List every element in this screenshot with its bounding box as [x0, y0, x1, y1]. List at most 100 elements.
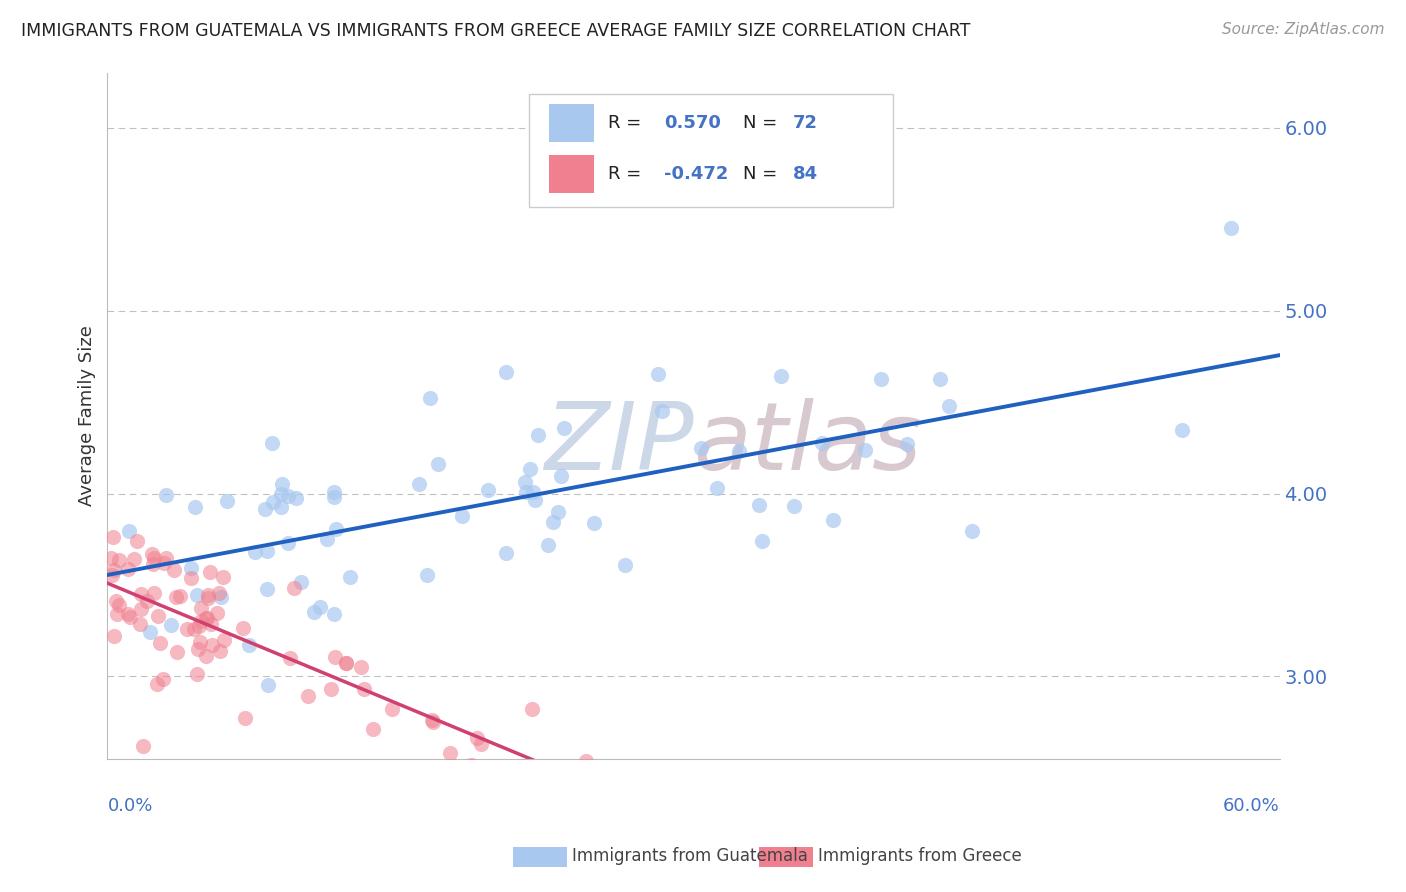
Point [165, 590, 187, 604]
FancyBboxPatch shape [530, 94, 893, 207]
Point [163, 563, 186, 577]
Point [198, 565, 221, 579]
Point [108, 553, 131, 567]
Point [129, 602, 152, 616]
Point [233, 711, 256, 725]
Point [575, 806, 598, 821]
Point [823, 513, 845, 527]
Point [335, 656, 357, 670]
Point [129, 587, 152, 601]
Point [470, 737, 492, 751]
Point [139, 624, 162, 639]
Point [149, 636, 172, 650]
Point [143, 586, 166, 600]
Point [323, 607, 346, 622]
Point [614, 558, 637, 573]
Point [107, 598, 129, 612]
Point [460, 758, 482, 772]
Point [350, 660, 373, 674]
Point [728, 443, 751, 458]
Point [283, 582, 305, 596]
Point [515, 475, 537, 490]
Point [810, 435, 832, 450]
Point [105, 607, 128, 621]
Point [477, 483, 499, 497]
Point [673, 790, 696, 805]
Point [322, 490, 344, 504]
Point [690, 441, 713, 455]
Point [256, 582, 278, 597]
Point [153, 557, 176, 571]
Text: ZIP: ZIP [544, 398, 693, 489]
Point [253, 501, 276, 516]
Point [194, 611, 217, 625]
Text: 0.0%: 0.0% [107, 797, 153, 814]
Point [180, 570, 202, 584]
Point [610, 772, 633, 786]
Point [160, 618, 183, 632]
Point [142, 551, 165, 566]
Point [186, 588, 208, 602]
Point [155, 550, 177, 565]
Point [297, 689, 319, 703]
Point [188, 635, 211, 649]
Text: IMMIGRANTS FROM GUATEMALA VS IMMIGRANTS FROM GREECE AVERAGE FAMILY SIZE CORRELAT: IMMIGRANTS FROM GUATEMALA VS IMMIGRANTS … [21, 22, 970, 40]
Point [427, 457, 450, 471]
Point [381, 702, 404, 716]
Point [439, 746, 461, 760]
Point [260, 435, 283, 450]
Point [896, 437, 918, 451]
Point [419, 392, 441, 406]
Point [928, 372, 950, 386]
Point [118, 524, 141, 538]
Point [190, 601, 212, 615]
Point [1219, 221, 1241, 235]
Point [495, 546, 517, 560]
Point [769, 369, 792, 384]
Point [180, 561, 202, 575]
Point [751, 533, 773, 548]
Point [183, 622, 205, 636]
Point [256, 544, 278, 558]
Point [541, 515, 564, 529]
Text: 72: 72 [793, 113, 818, 132]
Point [195, 648, 218, 663]
Point [547, 505, 569, 519]
Point [614, 827, 637, 841]
Text: Source: ZipAtlas.com: Source: ZipAtlas.com [1222, 22, 1385, 37]
Text: atlas: atlas [693, 398, 922, 489]
Point [522, 702, 544, 716]
Point [169, 589, 191, 603]
Point [186, 666, 208, 681]
Point [495, 365, 517, 379]
Point [190, 614, 212, 628]
Point [853, 443, 876, 458]
Text: -0.472: -0.472 [664, 165, 728, 183]
Point [100, 550, 122, 565]
Point [262, 494, 284, 508]
Point [527, 428, 550, 442]
Point [706, 481, 728, 495]
Point [962, 524, 984, 538]
Text: Immigrants from Greece: Immigrants from Greece [818, 847, 1022, 865]
Point [208, 586, 231, 600]
Text: N =: N = [742, 113, 783, 132]
Point [152, 672, 174, 686]
Point [128, 617, 150, 632]
Point [271, 477, 294, 491]
Point [205, 606, 228, 620]
Point [309, 599, 332, 614]
Point [361, 723, 384, 737]
Point [325, 522, 347, 536]
Point [217, 493, 239, 508]
Y-axis label: Average Family Size: Average Family Size [79, 326, 96, 507]
Point [748, 498, 770, 512]
Point [579, 780, 602, 795]
Point [188, 619, 211, 633]
Point [104, 593, 127, 607]
Point [323, 649, 346, 664]
Text: 60.0%: 60.0% [1223, 797, 1279, 814]
Point [155, 488, 177, 502]
Point [524, 492, 547, 507]
Point [232, 621, 254, 635]
